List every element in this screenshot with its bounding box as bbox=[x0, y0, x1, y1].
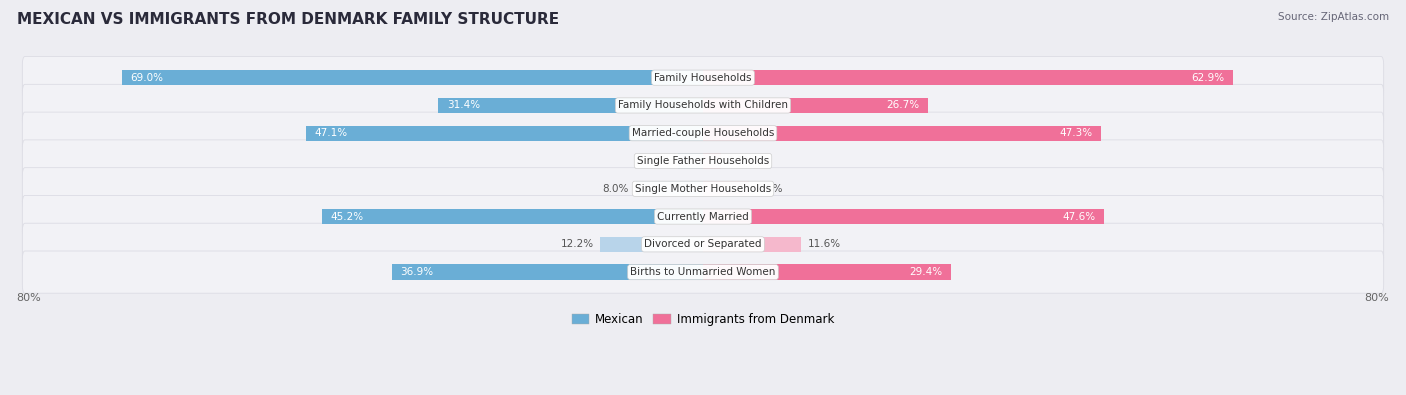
Text: Family Households with Children: Family Households with Children bbox=[619, 100, 787, 111]
Bar bbox=[703, 265, 950, 280]
Text: Family Households: Family Households bbox=[654, 73, 752, 83]
Text: 5.5%: 5.5% bbox=[756, 184, 783, 194]
Text: 29.4%: 29.4% bbox=[910, 267, 942, 277]
Text: Source: ZipAtlas.com: Source: ZipAtlas.com bbox=[1278, 12, 1389, 22]
Text: Single Mother Households: Single Mother Households bbox=[636, 184, 770, 194]
Bar bbox=[703, 153, 721, 169]
Text: Currently Married: Currently Married bbox=[657, 212, 749, 222]
FancyBboxPatch shape bbox=[22, 223, 1384, 265]
FancyBboxPatch shape bbox=[22, 140, 1384, 182]
Bar bbox=[703, 181, 749, 196]
Bar bbox=[122, 70, 703, 85]
FancyBboxPatch shape bbox=[22, 56, 1384, 99]
Text: 26.7%: 26.7% bbox=[886, 100, 920, 111]
Bar bbox=[307, 126, 703, 141]
Bar bbox=[703, 98, 928, 113]
Text: 8.0%: 8.0% bbox=[603, 184, 628, 194]
Legend: Mexican, Immigrants from Denmark: Mexican, Immigrants from Denmark bbox=[567, 308, 839, 331]
Text: 11.6%: 11.6% bbox=[807, 239, 841, 249]
Text: 47.1%: 47.1% bbox=[315, 128, 347, 138]
Text: Divorced or Separated: Divorced or Separated bbox=[644, 239, 762, 249]
Bar bbox=[678, 153, 703, 169]
Text: 62.9%: 62.9% bbox=[1191, 73, 1225, 83]
Bar bbox=[703, 209, 1104, 224]
FancyBboxPatch shape bbox=[22, 167, 1384, 210]
Text: 12.2%: 12.2% bbox=[561, 239, 593, 249]
Text: 36.9%: 36.9% bbox=[401, 267, 433, 277]
FancyBboxPatch shape bbox=[22, 196, 1384, 238]
Text: 3.0%: 3.0% bbox=[644, 156, 671, 166]
Text: MEXICAN VS IMMIGRANTS FROM DENMARK FAMILY STRUCTURE: MEXICAN VS IMMIGRANTS FROM DENMARK FAMIL… bbox=[17, 12, 560, 27]
Text: 47.6%: 47.6% bbox=[1063, 212, 1095, 222]
Text: Married-couple Households: Married-couple Households bbox=[631, 128, 775, 138]
Text: Single Father Households: Single Father Households bbox=[637, 156, 769, 166]
Text: 47.3%: 47.3% bbox=[1060, 128, 1092, 138]
Bar bbox=[322, 209, 703, 224]
Text: 69.0%: 69.0% bbox=[131, 73, 163, 83]
Bar bbox=[392, 265, 703, 280]
Bar bbox=[703, 70, 1233, 85]
FancyBboxPatch shape bbox=[22, 84, 1384, 126]
Bar bbox=[703, 126, 1101, 141]
FancyBboxPatch shape bbox=[22, 251, 1384, 293]
Text: Births to Unmarried Women: Births to Unmarried Women bbox=[630, 267, 776, 277]
Bar bbox=[636, 181, 703, 196]
Bar bbox=[703, 237, 801, 252]
Text: 31.4%: 31.4% bbox=[447, 100, 479, 111]
Bar bbox=[439, 98, 703, 113]
FancyBboxPatch shape bbox=[22, 112, 1384, 154]
Text: 45.2%: 45.2% bbox=[330, 212, 364, 222]
Text: 2.1%: 2.1% bbox=[727, 156, 754, 166]
Bar bbox=[600, 237, 703, 252]
